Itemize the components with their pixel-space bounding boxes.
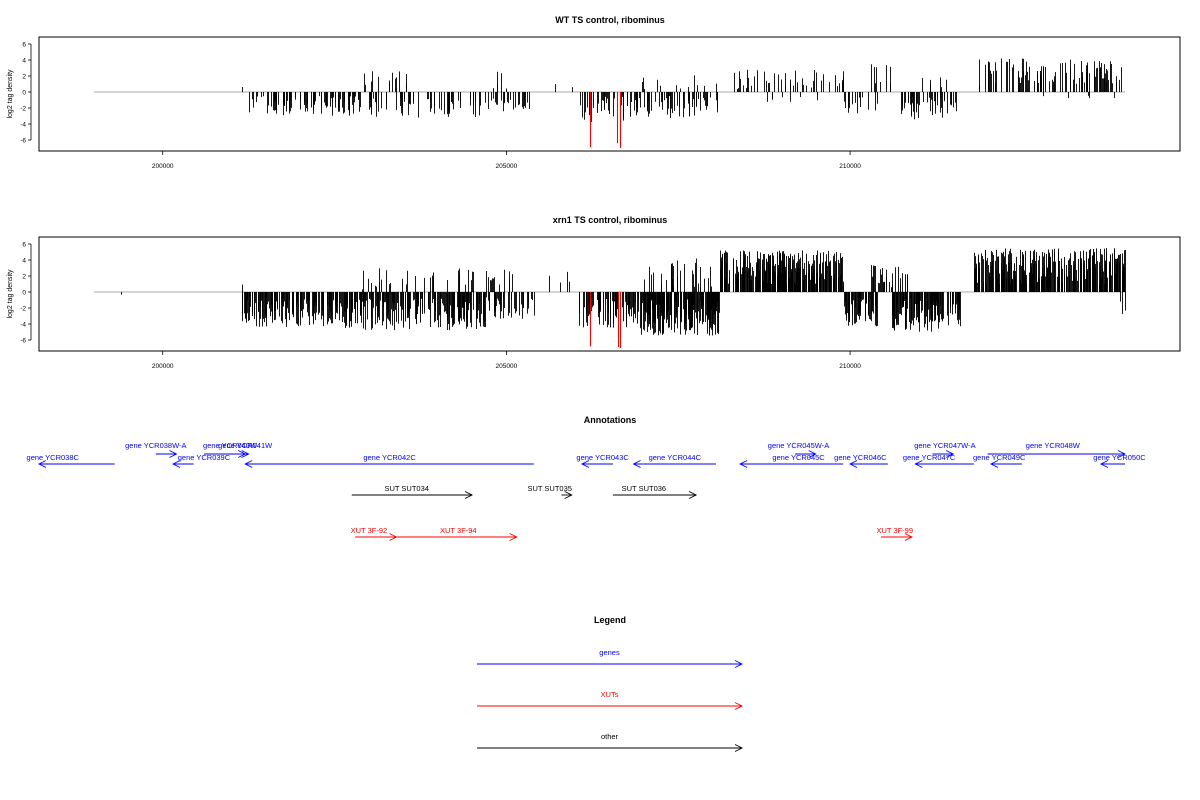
feature-label: gene YCR042C [363, 453, 416, 462]
x-tick-label: 200000 [152, 163, 174, 170]
y-tick-label: -2 [20, 305, 26, 312]
y-tick-label: 4 [22, 57, 26, 64]
x-tick-label: 200000 [152, 363, 174, 370]
feature-arrowhead [914, 460, 923, 468]
legend-title: Legend [594, 615, 626, 625]
y-tick-label: 6 [22, 41, 26, 48]
wt-track-panel: WT TS control, ribominus log2 tag densit… [7, 15, 1181, 170]
x-tick-label: 205000 [496, 163, 518, 170]
y-tick-label: 0 [22, 89, 26, 96]
xrn1-x-axis: 200000 205000 210000 [152, 351, 861, 370]
feature-arrowhead [564, 491, 573, 499]
feature-label: SUT SUT035 [527, 484, 571, 493]
feature-label: SUT SUT036 [622, 484, 666, 493]
wt-track-title: WT TS control, ribominus [555, 15, 665, 25]
wt-bars [93, 58, 1126, 148]
feature-label: gene YCR046C [834, 453, 887, 462]
legend-arrowhead [734, 660, 744, 668]
feature-label: gene YCR039C [178, 453, 231, 462]
xrn1-y-axis-label: log2 tag density [7, 269, 14, 319]
annotations-title: Annotations [584, 415, 637, 425]
x-tick-label: 210000 [839, 163, 861, 170]
feature-arrowhead [688, 491, 698, 499]
feature-label: gene YCR044C [649, 453, 702, 462]
feature-arrowhead [244, 460, 253, 468]
xrn1-plot-frame [38, 236, 1181, 352]
xrn1-bars [93, 248, 1126, 348]
y-tick-label: -4 [20, 321, 26, 328]
feature-arrowhead [989, 460, 999, 468]
wt-plot-frame [38, 36, 1181, 152]
feature-label: gene YCR045C [772, 453, 825, 462]
y-tick-label: -6 [20, 337, 26, 344]
feature-label: gene YCR043C [576, 453, 629, 462]
x-tick-label: 210000 [839, 363, 861, 370]
y-tick-label: 0 [22, 289, 26, 296]
legend-arrowhead [734, 702, 744, 710]
xrn1-track-panel: xrn1 TS control, ribominus log2 tag dens… [7, 215, 1181, 370]
feature-arrowhead [580, 460, 590, 468]
feature-label: XUT 3F-99 [876, 526, 913, 535]
y-tick-label: 4 [22, 257, 26, 264]
xrn1-track-title: xrn1 TS control, ribominus [553, 215, 668, 225]
feature-arrowhead [632, 460, 641, 468]
feature-label: gene YCR047W-A [914, 441, 975, 450]
x-tick-label: 205000 [496, 363, 518, 370]
feature-arrowhead [808, 450, 817, 458]
y-tick-label: -4 [20, 121, 26, 128]
feature-arrowhead [904, 533, 913, 541]
legend-label: other [601, 732, 619, 741]
feature-label: gene YCR047C [903, 453, 956, 462]
y-tick-label: 2 [22, 73, 26, 80]
feature-arrowhead [1117, 450, 1127, 458]
y-tick-label: -2 [20, 105, 26, 112]
feature-arrowhead [945, 450, 955, 458]
legend-label: genes [599, 648, 620, 657]
feature-arrowhead [739, 460, 748, 468]
feature-arrowhead [172, 460, 181, 468]
feature-label: gene YCR048W [1026, 441, 1081, 450]
feature-arrowhead [509, 533, 518, 541]
legend-arrowhead [734, 744, 744, 752]
xrn1-y-axis: 6 4 2 0 -2 -4 -6 [20, 241, 32, 344]
y-tick-label: -6 [20, 137, 26, 144]
legend-panel: Legend genes XUTs other [477, 615, 744, 752]
feature-arrowhead [37, 460, 47, 468]
feature-label: gene YCR040W [203, 441, 258, 450]
feature-label: gene YCR045W-A [768, 441, 829, 450]
feature-label: SUT SUT034 [384, 484, 428, 493]
wt-y-axis-label: log2 tag density [7, 69, 14, 119]
legend-items: genes XUTs other [477, 648, 744, 752]
feature-arrowhead [464, 491, 474, 499]
y-tick-label: 6 [22, 241, 26, 248]
y-tick-label: 2 [22, 273, 26, 280]
feature-arrowhead [849, 460, 858, 468]
feature-label: XUT 3F-94 [440, 526, 477, 535]
feature-arrowhead [1099, 460, 1109, 468]
feature-label: gene YCR049C [973, 453, 1026, 462]
feature-label: gene YCR041W [218, 441, 273, 450]
legend-label: XUTs [601, 690, 619, 699]
feature-label: XUT 3F-92 [351, 526, 388, 535]
annotation-features: gene YCR038W-A gene YCR038C gene YCR039C ge… [27, 441, 1146, 541]
feature-label: gene YCR050C [1093, 453, 1146, 462]
feature-label: gene YCR038C [27, 453, 80, 462]
wt-x-axis: 200000 205000 210000 [152, 151, 861, 170]
feature-arrowhead [241, 450, 250, 458]
feature-arrowhead [169, 450, 178, 458]
wt-y-axis: 6 4 2 0 -2 -4 -6 [20, 41, 32, 144]
feature-label: gene YCR038W-A [125, 441, 186, 450]
